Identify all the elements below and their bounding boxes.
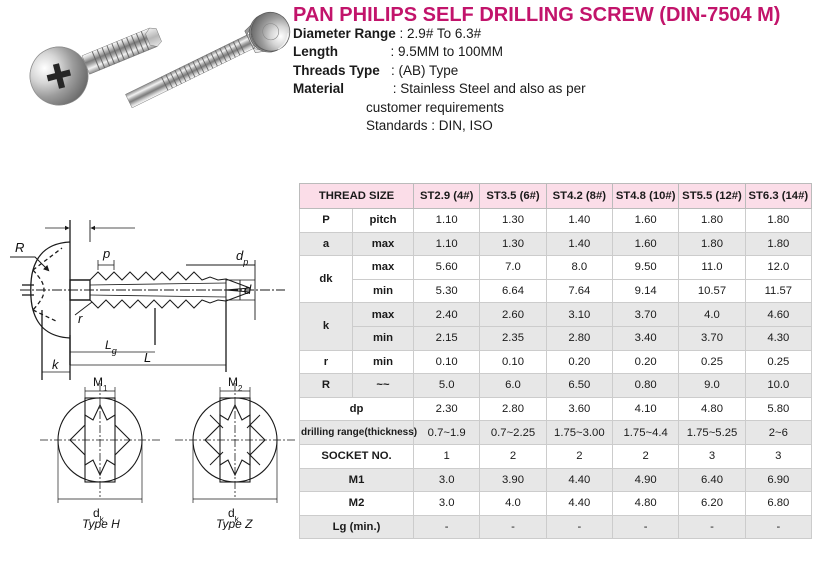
svg-text:L: L xyxy=(144,350,151,365)
svg-text:Lg: Lg xyxy=(105,338,117,356)
svg-text:d: d xyxy=(244,282,252,297)
svg-text:p: p xyxy=(102,246,110,261)
svg-text:Type Z: Type Z xyxy=(216,517,253,530)
svg-text:M2: M2 xyxy=(228,375,243,393)
svg-text:dp: dp xyxy=(236,248,248,267)
svg-text:R: R xyxy=(15,240,24,255)
svg-text:k: k xyxy=(52,357,60,372)
svg-text:Type H: Type H xyxy=(82,517,120,530)
svg-text:r: r xyxy=(78,311,83,326)
svg-text:M1: M1 xyxy=(93,375,108,393)
